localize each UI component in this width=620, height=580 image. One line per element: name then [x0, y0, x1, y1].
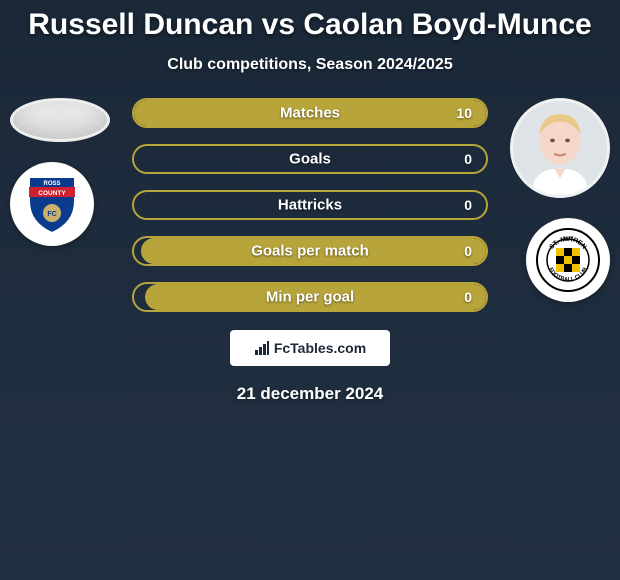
right-player-avatar — [510, 98, 610, 198]
svg-text:COUNTY: COUNTY — [38, 190, 66, 197]
stat-bar-right-value: 10 — [456, 105, 472, 121]
stat-bar: Matches10 — [132, 98, 488, 128]
stat-bar-right-value: 0 — [464, 289, 472, 305]
right-player-column: ST. MIRREN FOOTBALL CLUB 1877 — [500, 98, 610, 312]
left-club-crest: ROSS COUNTY FC — [10, 162, 94, 246]
attribution-text: FcTables.com — [274, 340, 366, 356]
left-player-column: ROSS COUNTY FC — [10, 98, 120, 312]
stat-bar: Goals0 — [132, 144, 488, 174]
svg-text:ROSS: ROSS — [43, 181, 60, 187]
stat-bar-right-value: 0 — [464, 151, 472, 167]
stat-bars: Matches10Goals0Hattricks0Goals per match… — [120, 98, 500, 312]
svg-text:FC: FC — [47, 211, 56, 218]
ross-county-shield-icon: ROSS COUNTY FC — [19, 171, 85, 237]
stat-bar: Min per goal0 — [132, 282, 488, 312]
stat-bar-right-value: 0 — [464, 243, 472, 259]
page-title: Russell Duncan vs Caolan Boyd-Munce — [0, 0, 620, 42]
stat-bar-label: Min per goal — [134, 289, 486, 306]
stat-bar-label: Matches — [134, 105, 486, 122]
left-player-avatar — [10, 98, 110, 142]
date-label: 21 december 2024 — [0, 384, 620, 404]
bar-chart-icon — [254, 340, 270, 356]
stat-bar-label: Goals per match — [134, 243, 486, 260]
stat-bar-label: Hattricks — [134, 197, 486, 214]
right-club-crest: ST. MIRREN FOOTBALL CLUB 1877 — [526, 218, 610, 302]
stat-bar-label: Goals — [134, 151, 486, 168]
attribution-badge: FcTables.com — [230, 330, 390, 366]
player-portrait-icon — [513, 101, 607, 195]
main-content: ROSS COUNTY FC Matches10Goals0Hattricks0… — [0, 98, 620, 312]
subtitle: Club competitions, Season 2024/2025 — [0, 56, 620, 74]
svg-text:1877: 1877 — [562, 237, 573, 243]
stat-bar-right-value: 0 — [464, 197, 472, 213]
st-mirren-badge-icon: ST. MIRREN FOOTBALL CLUB 1877 — [535, 227, 601, 293]
comparison-card: Russell Duncan vs Caolan Boyd-Munce Club… — [0, 0, 620, 580]
stat-bar: Hattricks0 — [132, 190, 488, 220]
stat-bar: Goals per match0 — [132, 236, 488, 266]
